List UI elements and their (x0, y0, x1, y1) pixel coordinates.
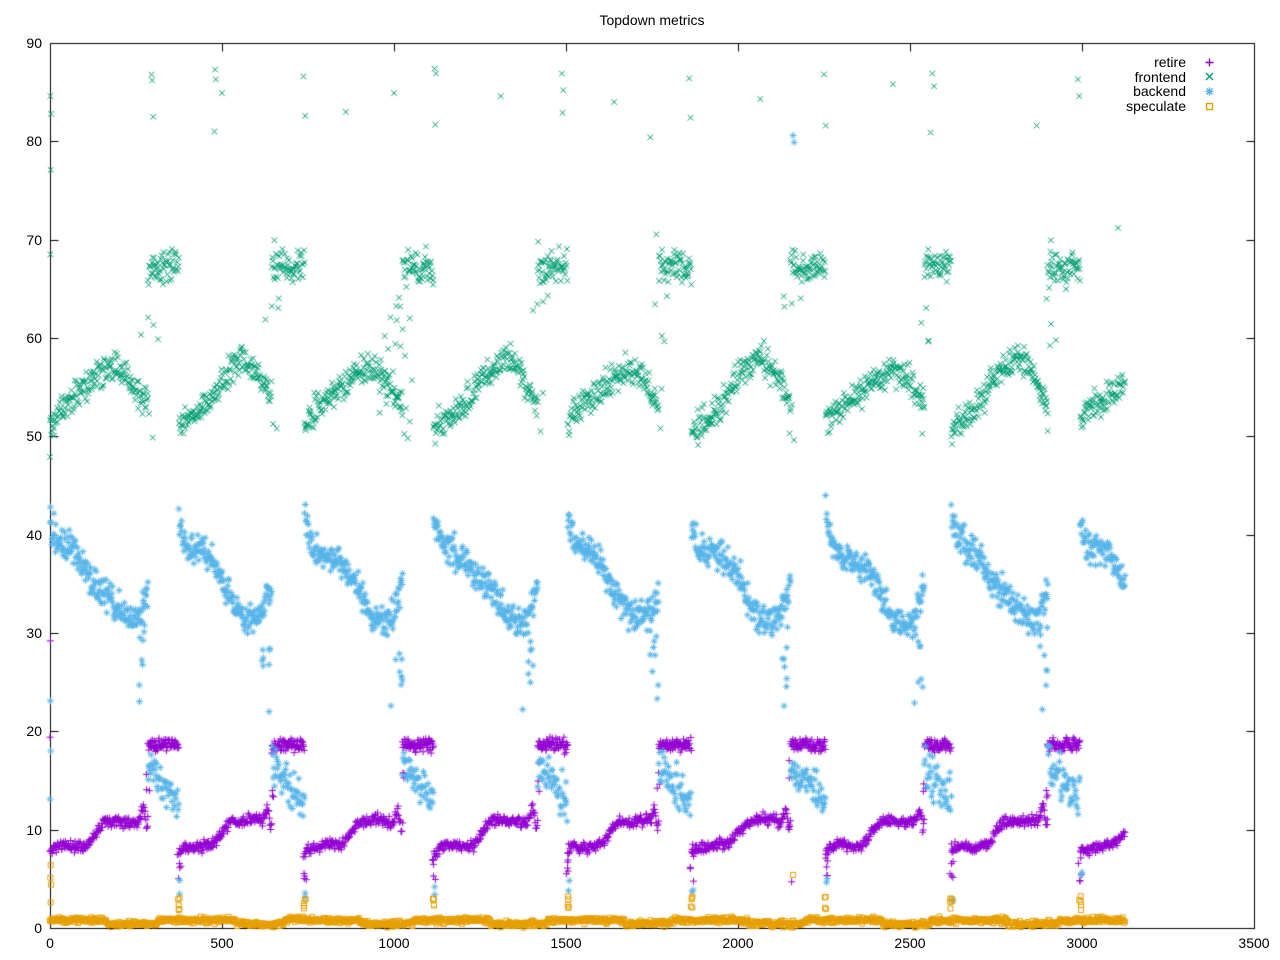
legend-marker-box (1186, 70, 1232, 83)
legend-label-speculate: speculate (1126, 98, 1186, 115)
x-tick-label: 0 (46, 935, 54, 951)
x-tick-label: 2500 (894, 935, 926, 951)
cross-marker-icon (1205, 72, 1213, 81)
x-tick-label: 1000 (378, 935, 410, 951)
x-tick-label: 3000 (1066, 935, 1098, 951)
legend-item-speculate: speculate (1026, 98, 1232, 115)
legend-item-frontend: frontend (1026, 68, 1232, 85)
x-tick-label: 2000 (722, 935, 754, 951)
star-marker-icon (1205, 87, 1213, 96)
y-tick-label: 30 (26, 625, 42, 641)
y-tick-label: 50 (26, 428, 42, 445)
legend-marker-box (1186, 100, 1232, 113)
square-marker-icon (1205, 102, 1213, 110)
chart-title: Topdown metrics (599, 12, 705, 28)
y-tick-label: 20 (26, 723, 42, 740)
y-tick-label: 80 (26, 133, 42, 150)
legend-item-backend: backend (1026, 83, 1232, 100)
y-tick-label: 40 (26, 526, 42, 543)
x-tick-label: 3500 (1238, 935, 1270, 951)
y-tick-label: 70 (26, 231, 42, 248)
legend-marker-box (1186, 56, 1232, 69)
x-tick-label: 1500 (550, 935, 582, 951)
y-tick-label: 60 (26, 330, 42, 346)
legend-label-retire: retire (1154, 54, 1186, 71)
plus-marker-icon (1205, 58, 1213, 67)
x-tick-label: 500 (210, 935, 234, 951)
legend-label-frontend: frontend (1134, 68, 1186, 85)
legend: retire frontend backend speculate (1026, 54, 1232, 115)
legend-label-backend: backend (1133, 83, 1186, 100)
y-tick-label: 10 (26, 821, 42, 838)
y-tick-label: 0 (34, 920, 42, 936)
legend-item-retire: retire (1026, 54, 1232, 71)
legend-marker-box (1186, 85, 1232, 98)
y-tick-label: 90 (26, 35, 42, 51)
